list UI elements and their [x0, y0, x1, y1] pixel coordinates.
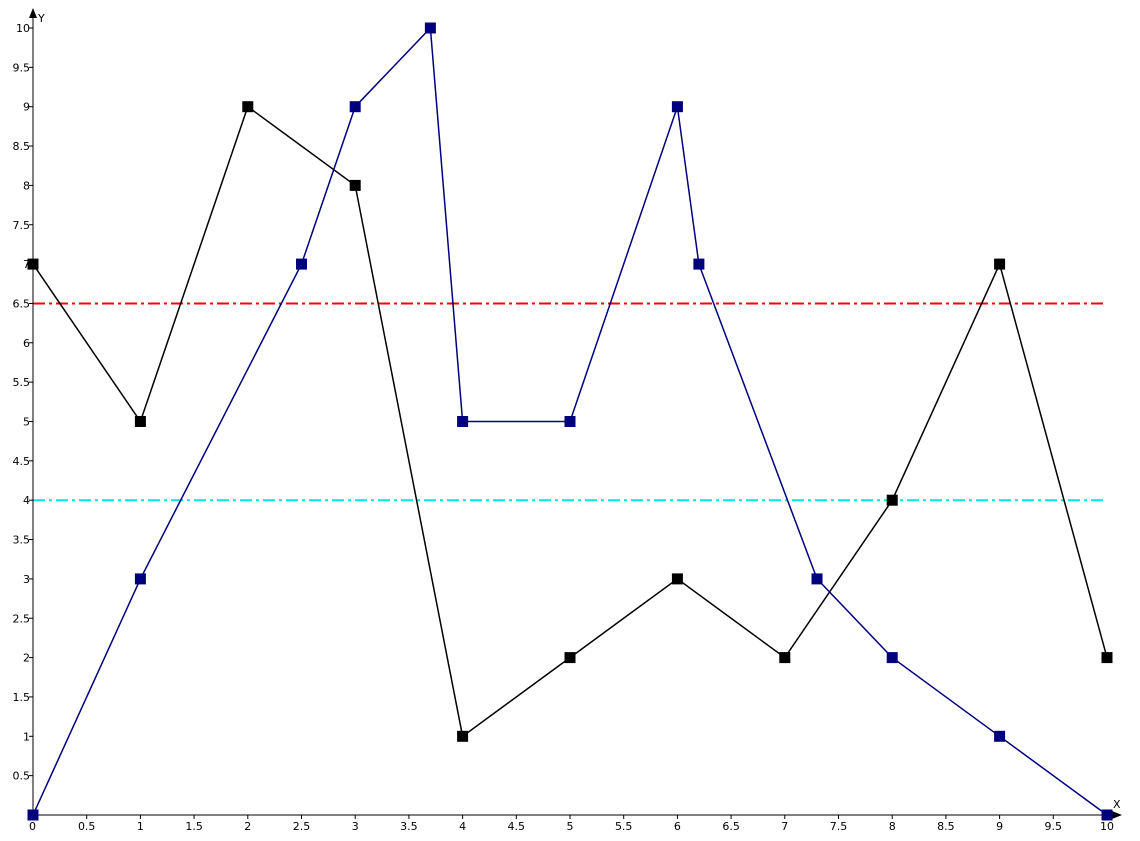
- x-tick-label: 3: [352, 820, 359, 833]
- series-2-point: [564, 416, 576, 427]
- x-tick-label: 8: [889, 820, 896, 833]
- x-tick-label: 1: [137, 820, 144, 833]
- x-tick-label: 9.5: [1045, 820, 1063, 833]
- series-1-point: [457, 730, 469, 742]
- series-1-point: [994, 258, 1006, 270]
- y-tick-label: 0.5: [13, 770, 31, 783]
- y-tick-label: 4.5: [13, 455, 31, 468]
- series-2-point: [349, 101, 361, 113]
- series-2-point: [811, 573, 823, 585]
- series-1-point: [27, 258, 39, 270]
- y-tick-label: 2: [23, 652, 30, 665]
- y-tick-label: 8.5: [13, 140, 31, 153]
- series-1-point: [671, 573, 683, 585]
- series-2-point: [424, 22, 436, 34]
- y-tick-label: 4: [23, 494, 30, 507]
- x-axis-label: X: [1113, 798, 1121, 811]
- x-tick-label: 2: [244, 820, 251, 833]
- x-tick-label: 5.5: [615, 820, 633, 833]
- x-tick-label: 5: [567, 820, 574, 833]
- series-2-point: [27, 809, 39, 821]
- x-tick-label: 0.5: [78, 820, 96, 833]
- y-tick-label: 9: [23, 101, 30, 114]
- y-tick-label: 10: [16, 22, 30, 35]
- x-tick-label: 10: [1100, 820, 1114, 833]
- series-2-point: [134, 573, 146, 585]
- y-tick-label: 9.5: [13, 61, 31, 74]
- series: [27, 22, 1113, 821]
- series-1-point: [564, 652, 576, 664]
- y-tick-label: 6.5: [13, 297, 31, 310]
- y-tick-label: 3: [23, 573, 30, 586]
- x-tick-label: 2.5: [293, 820, 311, 833]
- x-tick-label: 6: [674, 820, 681, 833]
- y-tick-label: 6: [23, 337, 30, 350]
- series-2-point: [457, 416, 469, 427]
- y-tick-label: 1.5: [13, 691, 31, 704]
- x-tick-label: 7.5: [830, 820, 848, 833]
- series-1-point: [349, 179, 361, 191]
- reference-lines: [33, 302, 1107, 502]
- x-tick-label: 4: [459, 820, 466, 833]
- series-2-point: [671, 101, 683, 113]
- y-tick-label: 7: [23, 258, 30, 271]
- x-tick-label: 6.5: [722, 820, 740, 833]
- series-2-point: [296, 258, 307, 270]
- x-tick-label: 9: [996, 820, 1003, 833]
- x-tick-label: 7: [781, 820, 788, 833]
- x-tick-label: 3.5: [400, 820, 418, 833]
- series-2-point: [994, 730, 1006, 742]
- ticks: 0 0.5 1 1.5 2 2.5 3 3.5 4 4.5 5 5.5 6 6.5 7 7.5 8 8.5 9 9.5…: [13, 22, 1115, 833]
- series-1-point: [779, 652, 791, 664]
- axes: X Y: [29, 8, 1122, 819]
- y-tick-label: 5.5: [13, 376, 31, 389]
- x-tick-label: 0: [29, 820, 36, 833]
- x-tick-label: 4.5: [508, 820, 526, 833]
- y-tick-label: 2.5: [13, 612, 31, 625]
- series-1-point: [886, 494, 898, 506]
- series-1-point: [242, 101, 254, 113]
- series-2-point: [693, 258, 705, 270]
- x-tick-label: 8.5: [937, 820, 955, 833]
- x-tick-label: 1.5: [185, 820, 203, 833]
- y-tick-label: 8: [23, 179, 30, 192]
- series-2-point: [886, 652, 898, 664]
- series-2-point: [1101, 809, 1113, 821]
- y-tick-label: 7.5: [13, 219, 31, 232]
- y-tick-label: 1: [23, 730, 30, 743]
- y-tick-label: 5: [23, 416, 30, 429]
- series-1-point: [1101, 652, 1113, 664]
- y-axis-label: Y: [37, 12, 45, 25]
- series-1-point: [134, 416, 146, 427]
- y-tick-label: 3.5: [13, 534, 31, 547]
- y-axis-arrow: [29, 8, 37, 18]
- x-axis-arrow: [1112, 811, 1122, 819]
